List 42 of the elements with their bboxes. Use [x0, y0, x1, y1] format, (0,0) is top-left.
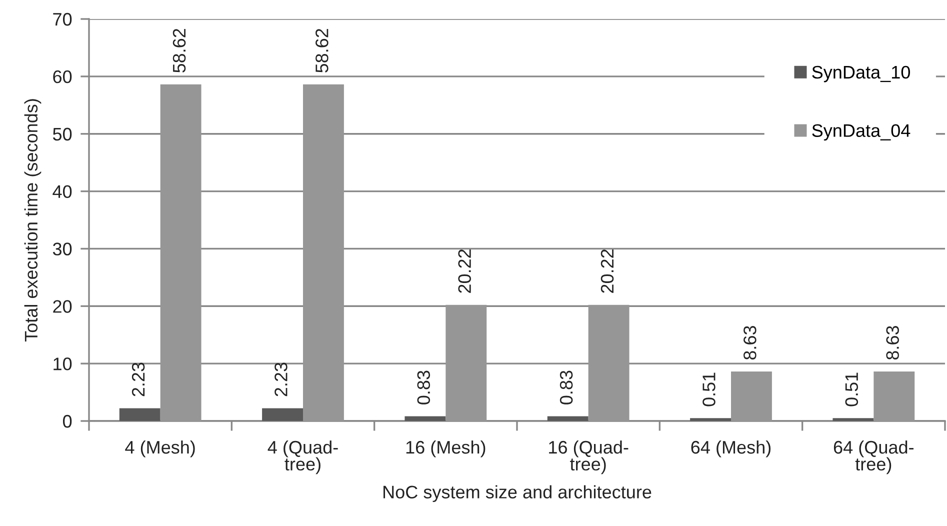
- data-label: 20.22: [458, 249, 471, 293]
- y-tick-label: 0: [63, 414, 72, 428]
- bar: [731, 371, 772, 421]
- data-label: 58.62: [316, 28, 328, 73]
- x-tick-label: 64 (Quad- tree): [834, 440, 914, 474]
- data-label: 8.63: [886, 326, 899, 360]
- data-label: 58.62: [172, 28, 186, 73]
- data-label: 2.23: [132, 362, 145, 396]
- bar: [547, 416, 588, 421]
- bar: [119, 408, 160, 421]
- y-tick-label: 10: [54, 358, 72, 370]
- bar: [303, 84, 344, 421]
- y-tick-label: 40: [52, 185, 72, 198]
- data-label: 8.63: [744, 326, 756, 360]
- bar: [874, 371, 915, 421]
- bar: [160, 84, 202, 421]
- x-tick-label: 4 (Mesh): [125, 440, 195, 458]
- y-tick-label: 20: [53, 300, 72, 313]
- bar: [690, 418, 731, 421]
- bar: [832, 418, 874, 421]
- y-tick-label: 30: [52, 242, 72, 256]
- x-tick-label: 16 (Mesh): [406, 440, 486, 458]
- data-label: 20.22: [600, 249, 614, 293]
- y-axis-title: Total execution time (seconds): [24, 99, 42, 342]
- y-tick-label: 70: [53, 12, 72, 26]
- data-label: 0.51: [702, 372, 716, 406]
- x-tick-label: 16 (Quad- tree): [549, 440, 628, 474]
- data-label: 2.23: [274, 362, 288, 396]
- y-tick-label: 60: [53, 70, 72, 84]
- legend-label: SynData_04: [812, 124, 910, 141]
- y-tick-label: 50: [52, 128, 72, 141]
- bar: [404, 416, 446, 421]
- x-axis-title: NoC system size and architecture: [384, 485, 652, 502]
- bar: [262, 408, 303, 421]
- legend-label: SynData_10: [812, 66, 910, 82]
- x-tick-label: 4 (Quad- tree): [268, 440, 338, 474]
- bar: [588, 304, 630, 421]
- data-label: 0.83: [560, 370, 573, 404]
- data-label: 0.51: [845, 372, 858, 406]
- data-label: 0.83: [417, 370, 430, 404]
- bar: [446, 304, 487, 421]
- x-tick-label: 64 (Mesh): [691, 440, 771, 458]
